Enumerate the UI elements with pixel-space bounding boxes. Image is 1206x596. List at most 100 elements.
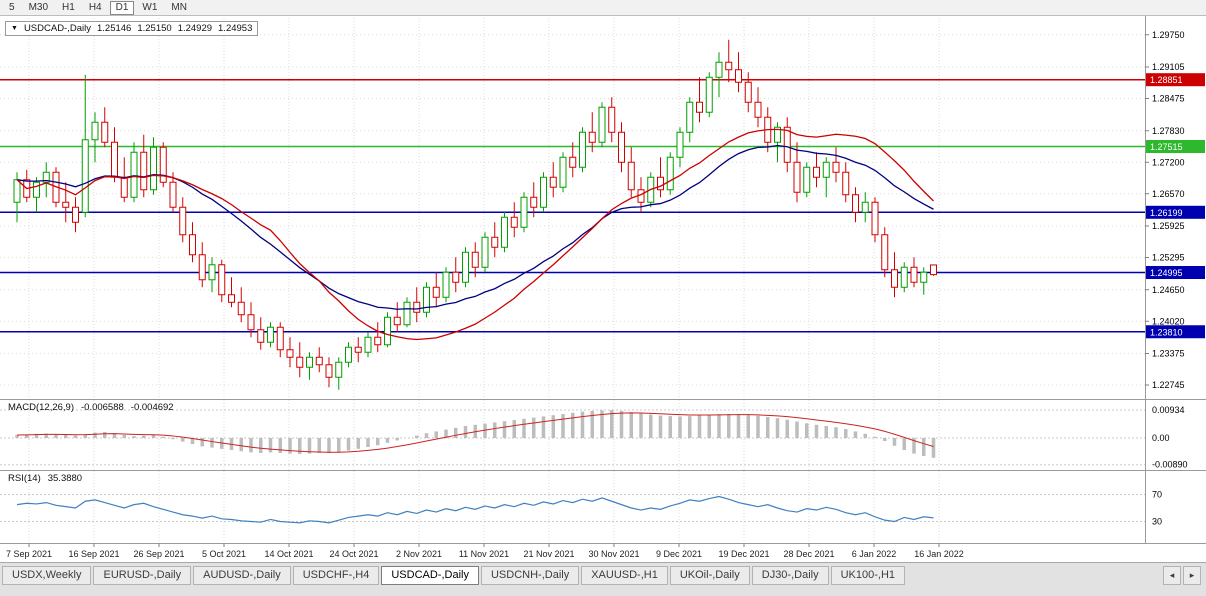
candle (725, 39, 733, 83)
candle (189, 222, 196, 263)
timeframe-m30[interactable]: M30 (28, 1, 49, 13)
candle (657, 157, 664, 198)
candle (276, 322, 284, 358)
timeframe-w1[interactable]: W1 (142, 1, 158, 13)
tab-usdchf-h4[interactable]: USDCHF-,H4 (292, 566, 380, 585)
timeframe-h4[interactable]: H4 (88, 1, 102, 13)
timeframe-5[interactable]: 5 (9, 1, 15, 13)
candle (696, 77, 703, 123)
date-tick-label: 19 Dec 2021 (718, 549, 769, 559)
tab-scroll-right-icon[interactable]: ▸ (1183, 566, 1201, 585)
candle (228, 277, 235, 308)
rsi-line (16, 495, 934, 524)
candle (140, 134, 148, 198)
candle (471, 242, 479, 278)
tab-dj30-daily[interactable]: DJ30-,Daily (751, 566, 829, 585)
macd-axis-label: 0.00934 (1152, 405, 1185, 415)
macd-value: -0.006588 (81, 402, 124, 413)
hline-price-badge: 1.28851 (1146, 73, 1205, 87)
chart-symbol-box: ▼ USDCAD-,Daily 1.25146 1.25150 1.24929 … (5, 21, 259, 36)
price-tick-label: 1.22745 (1152, 380, 1185, 390)
price-tick-label: 1.25295 (1152, 253, 1185, 263)
candle (900, 262, 908, 293)
candle (432, 272, 440, 308)
timeframe-h1[interactable]: H1 (62, 1, 75, 13)
timeframe-toolbar: 5 M30 H1 H4 D1 W1 MN (0, 0, 1206, 16)
panel-separators (0, 16, 1206, 544)
tab-uk100-h1[interactable]: UK100-,H1 (830, 566, 906, 585)
candle (72, 197, 79, 233)
date-axis[interactable]: 7 Sep 2021 16 Sep 2021 26 Sep 2021 5 Oct 20… (6, 543, 964, 560)
candle (832, 147, 840, 183)
candle (335, 357, 343, 390)
macd-axis-label: 0.00 (1152, 433, 1170, 443)
candle (491, 222, 499, 258)
tab-usdx-weekly[interactable]: USDX,Weekly (2, 566, 92, 585)
candle (91, 112, 99, 163)
hline-badge-label: 1.26199 (1150, 208, 1183, 218)
candle (549, 162, 557, 198)
price-tick-label: 1.27830 (1152, 126, 1185, 136)
hline-badge-label: 1.27515 (1150, 142, 1183, 152)
macd-signal-value: -0.004692 (130, 402, 174, 413)
candlestick-series (13, 39, 937, 390)
candle (881, 227, 889, 278)
tab-audusd-daily[interactable]: AUDUSD-,Daily (193, 566, 291, 585)
chart-tab-bar: USDX,Weekly EURUSD-,Daily AUDUSD-,Daily USD… (0, 562, 1206, 596)
timeframe-d1[interactable]: D1 (109, 0, 135, 15)
symbol-dropdown-icon[interactable]: ▼ (11, 25, 18, 32)
price-tick-label: 1.29750 (1152, 30, 1185, 40)
candle (374, 322, 382, 353)
candle (618, 122, 625, 173)
macd-axis-label: -0.00890 (1152, 460, 1188, 470)
tab-usdcad-daily[interactable]: USDCAD-,Daily (381, 566, 479, 585)
candle (159, 142, 167, 188)
timeframe-mn[interactable]: MN (171, 1, 187, 13)
rsi-panel[interactable] (0, 471, 1145, 543)
date-tick-label: 30 Nov 2021 (588, 549, 639, 559)
candle (33, 177, 40, 213)
price-tick-label: 1.27200 (1152, 157, 1185, 167)
candle (910, 257, 918, 288)
price-tick-label: 1.25925 (1152, 221, 1185, 231)
rsi-axis-label: 30 (1152, 517, 1162, 527)
candle (686, 97, 694, 143)
candle (715, 52, 723, 98)
rsi-indicator-label: RSI(14) 35.3880 (8, 473, 82, 484)
macd-name: MACD(12,26,9) (8, 402, 74, 413)
candle (208, 257, 216, 293)
candle (325, 357, 333, 388)
candle (627, 147, 635, 198)
date-tick-label: 28 Dec 2021 (783, 549, 834, 559)
tab-xauusd-h1[interactable]: XAUUSD-,H1 (581, 566, 668, 585)
candle (891, 252, 898, 298)
candle (413, 287, 421, 323)
ohlc-low: 1.24929 (177, 23, 213, 34)
candle (384, 312, 391, 348)
ohlc-open: 1.25146 (96, 23, 132, 34)
candle (705, 72, 713, 118)
candle (735, 52, 742, 93)
hline-price-badge: 1.27515 (1146, 140, 1205, 153)
tab-scroll-left-icon[interactable]: ◂ (1163, 566, 1181, 585)
date-tick-label: 5 Oct 2021 (202, 549, 246, 559)
tab-eurusd-daily[interactable]: EURUSD-,Daily (93, 566, 192, 585)
candle (861, 192, 869, 223)
chart-plot-area[interactable] (0, 16, 1145, 399)
candle (296, 342, 304, 378)
candle (510, 202, 518, 238)
candle (81, 74, 89, 218)
date-tick-label: 7 Sep 2021 (6, 549, 52, 559)
candle (559, 152, 567, 193)
tab-ukoil-daily[interactable]: UKOil-,Daily (669, 566, 750, 585)
price-axis[interactable]: 1.29750 1.29105 1.28475 1.27830 1.27200 1.265… (1145, 30, 1205, 527)
hline-price-badge: 1.23810 (1146, 325, 1205, 339)
price-tick-label: 1.26570 (1152, 189, 1185, 199)
date-tick-label: 16 Jan 2022 (914, 549, 964, 559)
tab-usdcnh-daily[interactable]: USDCNH-,Daily (480, 566, 580, 585)
candle (588, 112, 596, 153)
candle (354, 337, 362, 363)
candle (813, 152, 820, 188)
hline-price-badge: 1.26199 (1146, 205, 1205, 219)
